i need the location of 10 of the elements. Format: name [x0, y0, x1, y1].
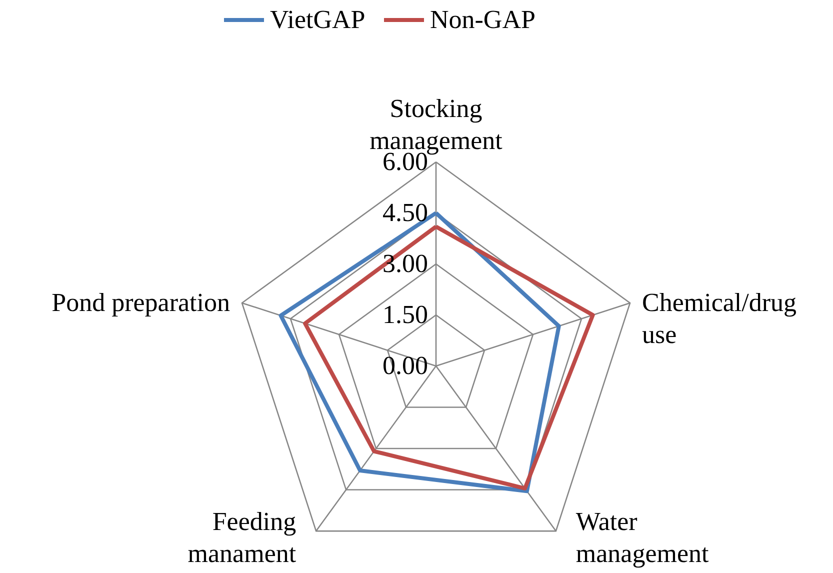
spoke-label: Water management [576, 507, 710, 568]
spoke-label: Chemical/drug use [642, 288, 797, 349]
legend-label: VietGAP [270, 5, 366, 34]
legend-label: Non-GAP [430, 5, 536, 34]
spoke-label: Pond preparation [52, 288, 230, 317]
y-tick-label: 3.00 [382, 249, 428, 278]
spoke-label: Feeding manament [188, 507, 297, 568]
y-tick-label: 1.50 [382, 300, 428, 329]
y-tick-label: 4.50 [382, 198, 428, 227]
y-tick-label: 0.00 [382, 351, 428, 380]
